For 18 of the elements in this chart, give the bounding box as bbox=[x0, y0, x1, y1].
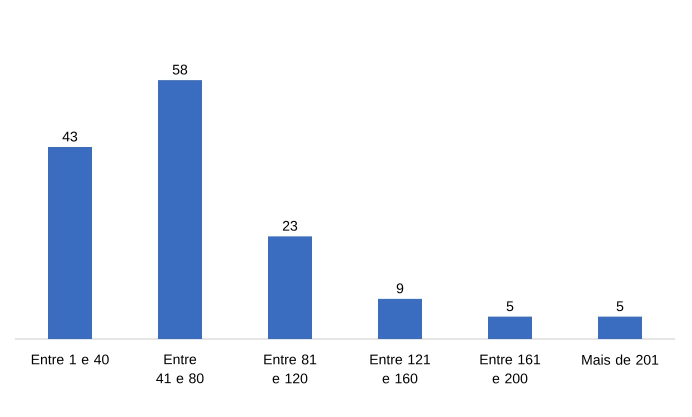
x-tick-label: Mais de 201 bbox=[582, 354, 658, 365]
data-label: 9 bbox=[396, 283, 404, 294]
data-label: 5 bbox=[616, 301, 624, 312]
data-label: 58 bbox=[172, 64, 188, 75]
bar bbox=[378, 298, 422, 339]
x-tick-label: Entre 161 e 200 bbox=[480, 354, 540, 384]
bar bbox=[488, 316, 532, 339]
data-label: 43 bbox=[62, 132, 78, 142]
data-label: 23 bbox=[282, 220, 298, 231]
x-tick-label: Entre 1 e 40 bbox=[32, 354, 109, 364]
x-tick-label: Entre 41 e 80 bbox=[156, 354, 204, 384]
bar bbox=[48, 147, 92, 339]
bar bbox=[158, 80, 202, 339]
bar bbox=[268, 236, 312, 339]
x-tick-label: Entre 121 e 160 bbox=[370, 354, 430, 384]
x-tick-label: Entre 81 e 120 bbox=[264, 354, 316, 384]
bar bbox=[598, 316, 642, 339]
data-label: 5 bbox=[506, 301, 514, 312]
